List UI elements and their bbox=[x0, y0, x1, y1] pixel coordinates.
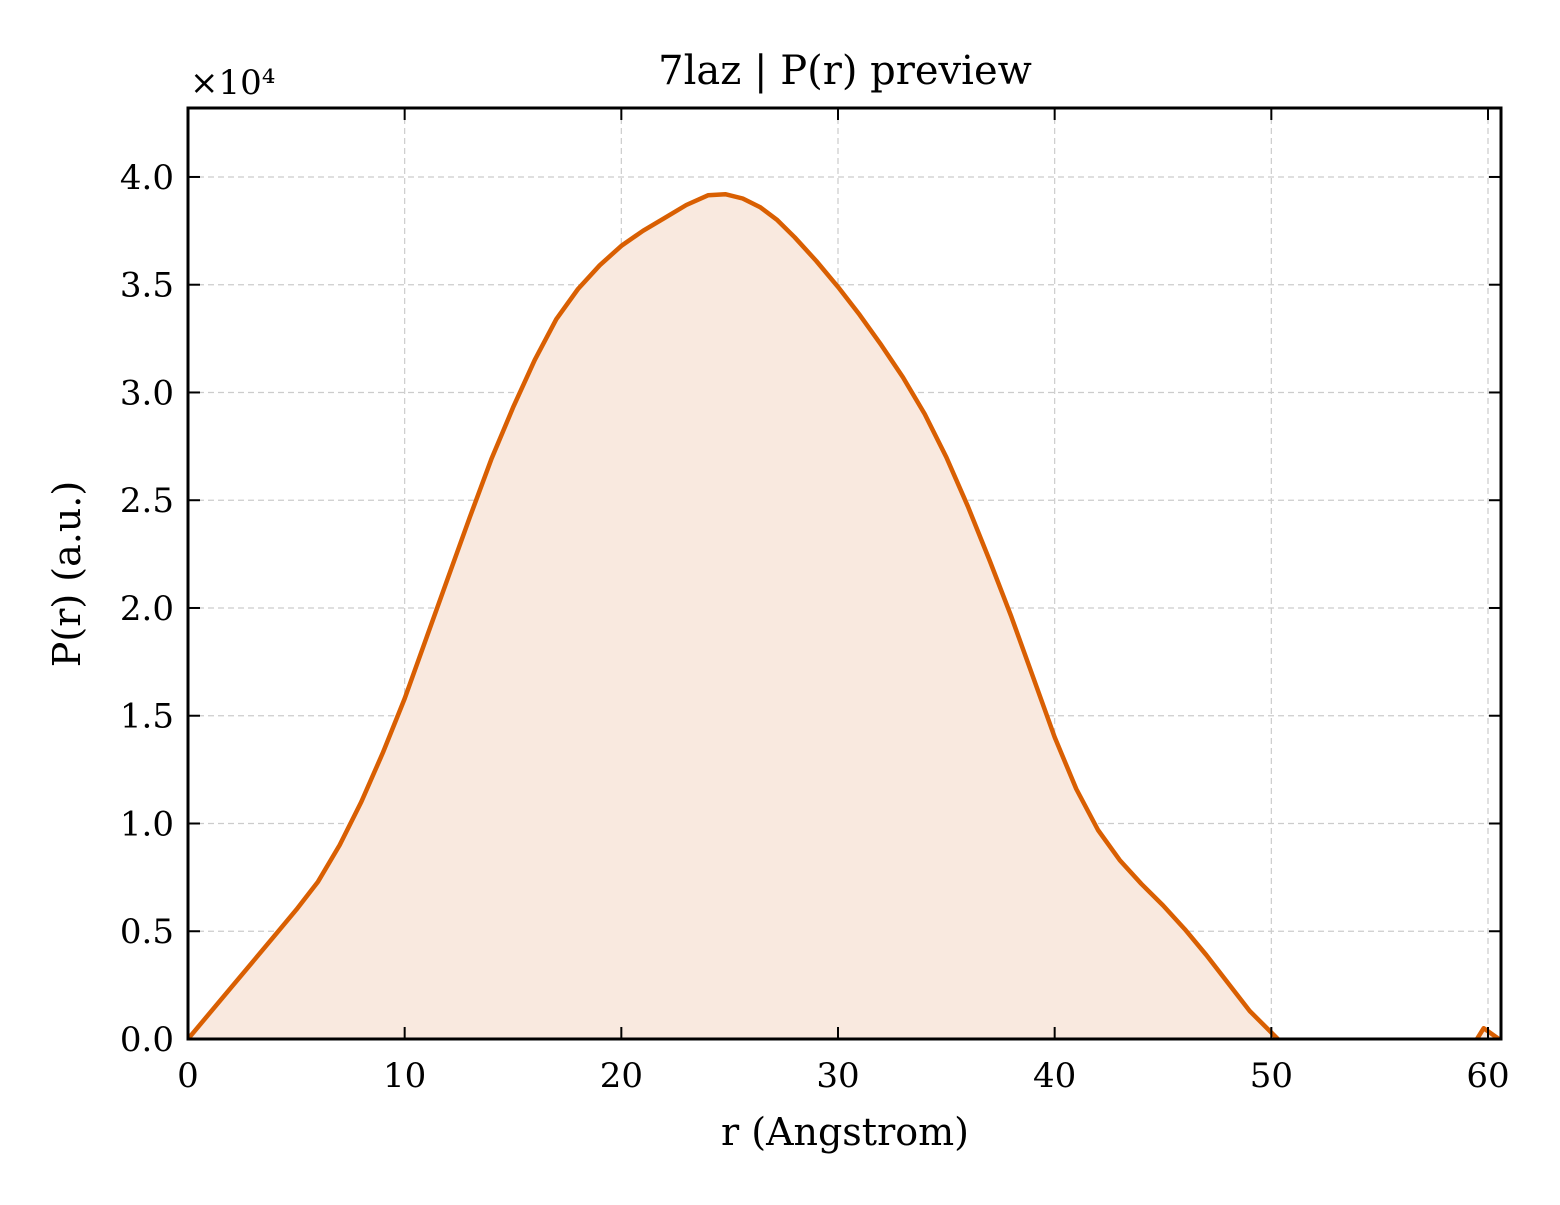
y-tick-label: 0.5 bbox=[120, 912, 174, 952]
y-tick-label: 2.5 bbox=[120, 481, 174, 521]
y-tick-label: 0.0 bbox=[120, 1020, 174, 1060]
y-tick-label: 1.5 bbox=[120, 697, 174, 737]
y-axis-label: P(r) (a.u.) bbox=[45, 481, 89, 667]
x-axis-label: r (Angstrom) bbox=[721, 1110, 969, 1154]
x-tick-label: 60 bbox=[1466, 1056, 1509, 1096]
plot-frame bbox=[186, 106, 1503, 1041]
chart-title: 7laz | P(r) preview bbox=[658, 48, 1032, 94]
pr-series-line bbox=[188, 191, 1501, 1039]
x-tick-label: 0 bbox=[177, 1056, 199, 1096]
y-tick-label: 4.0 bbox=[120, 158, 174, 198]
ticks: 0 10 20 30 40 50 60 0.0 0.5 1.0 1.5 2.0 2.5 3.0 3.5 4.0 bbox=[120, 108, 1510, 1096]
y-tick-label: 3.5 bbox=[120, 266, 174, 306]
x-tick-label: 10 bbox=[383, 1056, 426, 1096]
x-tick-label: 20 bbox=[600, 1056, 643, 1096]
x-tick-label: 40 bbox=[1033, 1056, 1076, 1096]
y-tick-label: 3.0 bbox=[120, 373, 174, 413]
y-tick-label: 1.0 bbox=[120, 804, 174, 844]
y-tick-label: 2.0 bbox=[120, 589, 174, 629]
x-tick-label: 50 bbox=[1250, 1056, 1293, 1096]
x-tick-label: 30 bbox=[816, 1056, 859, 1096]
y-offset-label: ×10⁴ bbox=[190, 63, 275, 103]
